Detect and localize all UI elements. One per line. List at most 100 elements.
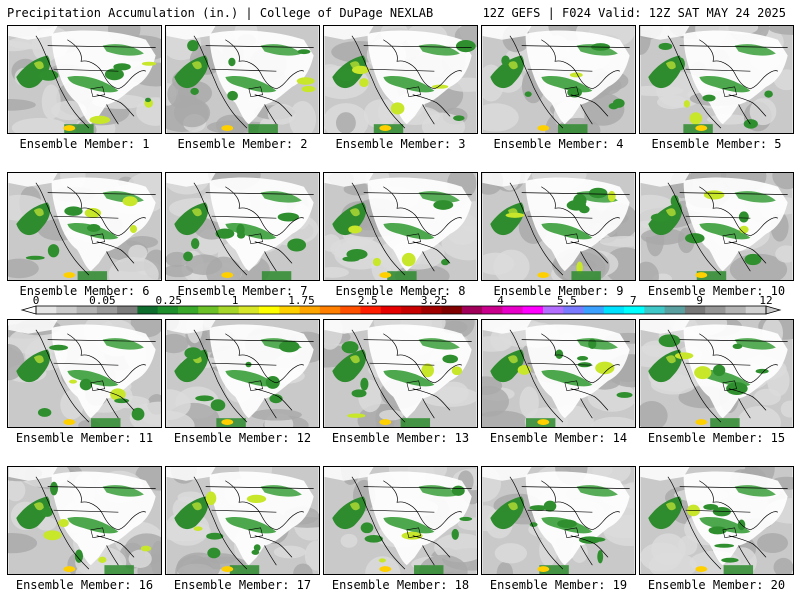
colorbar-swatch — [56, 306, 78, 314]
colorbar-swatch — [401, 306, 422, 314]
ensemble-member-label: Ensemble Member: 9 — [493, 284, 624, 298]
ensemble-member-panel: Ensemble Member: 7 — [165, 172, 320, 298]
ensemble-member-panel: Ensemble Member: 12 — [165, 319, 320, 445]
precipitation-map — [7, 25, 162, 134]
colorbar-tick-label: 7 — [630, 296, 637, 307]
ensemble-member-label: Ensemble Member: 19 — [489, 578, 628, 592]
ensemble-member-panel: Ensemble Member: 18 — [323, 466, 478, 592]
precipitation-map — [323, 25, 478, 134]
colorbar-swatch — [96, 306, 118, 314]
colorbar-swatch — [583, 306, 605, 314]
colorbar-tick-label: 9 — [696, 296, 703, 307]
colorbar-tick-label: 4 — [497, 296, 504, 307]
colorbar-swatch — [664, 306, 686, 314]
colorbar-tick-label: 3.25 — [421, 296, 448, 307]
precipitation-colorbar: 0 0.05 0.25 1 1.75 2.5 3.25 4 5.5 7 9 12 — [20, 296, 782, 315]
colorbar-swatch — [705, 306, 726, 314]
precipitation-map — [165, 172, 320, 281]
colorbar-swatch — [441, 306, 463, 314]
colorbar-tick-label: 0.05 — [89, 296, 116, 307]
precipitation-map — [639, 466, 794, 575]
colorbar-swatch — [218, 306, 240, 314]
ensemble-member-label: Ensemble Member: 13 — [331, 431, 470, 445]
colorbar-swatch — [542, 306, 564, 314]
ensemble-member-panel: Ensemble Member: 14 — [481, 319, 636, 445]
colorbar-swatch — [725, 306, 747, 314]
ensemble-member-panel: Ensemble Member: 9 — [481, 172, 636, 298]
colorbar-tick-label: 1 — [232, 296, 239, 307]
ensemble-member-label: Ensemble Member: 14 — [489, 431, 628, 445]
ensemble-member-panel: Ensemble Member: 10 — [639, 172, 794, 298]
ensemble-member-label: Ensemble Member: 7 — [177, 284, 308, 298]
precipitation-map — [639, 319, 794, 428]
colorbar-swatch — [421, 306, 443, 314]
colorbar-swatch — [461, 306, 483, 314]
precipitation-map — [7, 319, 162, 428]
precipitation-map — [165, 25, 320, 134]
colorbar-swatch — [360, 306, 382, 314]
ensemble-member-label: Ensemble Member: 11 — [15, 431, 154, 445]
ensemble-member-label: Ensemble Member: 8 — [335, 284, 466, 298]
colorbar-swatch — [340, 306, 361, 314]
colorbar-swatch — [745, 306, 767, 314]
colorbar-tick-label: 2.5 — [358, 296, 378, 307]
colorbar-swatch — [380, 306, 402, 314]
colorbar-swatch — [299, 306, 321, 314]
ensemble-member-label: Ensemble Member: 4 — [493, 137, 624, 151]
colorbar-right-arrow — [765, 305, 782, 315]
colorbar-tick-label: 1.75 — [288, 296, 315, 307]
ensemble-member-panel: Ensemble Member: 16 — [7, 466, 162, 592]
precipitation-map — [639, 25, 794, 134]
ensemble-member-label: Ensemble Member: 17 — [173, 578, 312, 592]
colorbar-swatch — [177, 306, 199, 314]
precipitation-map — [7, 172, 162, 281]
colorbar-swatch — [279, 306, 301, 314]
colorbar-swatch — [36, 306, 57, 314]
precipitation-map — [481, 25, 636, 134]
ensemble-member-panel: Ensemble Member: 20 — [639, 466, 794, 592]
precipitation-map — [323, 319, 478, 428]
colorbar-swatch — [644, 306, 666, 314]
precipitation-map — [481, 172, 636, 281]
colorbar-swatch — [137, 306, 159, 314]
colorbar-swatch — [238, 306, 260, 314]
precipitation-map — [323, 172, 478, 281]
ensemble-member-label: Ensemble Member: 5 — [651, 137, 782, 151]
colorbar-tick-label: 0.25 — [155, 296, 182, 307]
ensemble-member-panel: Ensemble Member: 3 — [323, 25, 478, 151]
ensemble-member-panel: Ensemble Member: 6 — [7, 172, 162, 298]
ensemble-member-label: Ensemble Member: 2 — [177, 137, 308, 151]
colorbar-swatch — [117, 306, 138, 314]
ensemble-member-label: Ensemble Member: 20 — [647, 578, 786, 592]
ensemble-member-label: Ensemble Member: 1 — [19, 137, 150, 151]
colorbar-left-arrow — [20, 305, 37, 315]
colorbar-tick-label: 0 — [33, 296, 40, 307]
ensemble-member-label: Ensemble Member: 3 — [335, 137, 466, 151]
ensemble-member-panel: Ensemble Member: 19 — [481, 466, 636, 592]
colorbar-swatch — [259, 306, 280, 314]
colorbar-swatch — [603, 306, 625, 314]
colorbar-swatch — [684, 306, 706, 314]
colorbar-tick-label: 5.5 — [557, 296, 577, 307]
colorbar-swatch — [522, 306, 544, 314]
ensemble-member-panel: Ensemble Member: 15 — [639, 319, 794, 445]
ensemble-member-panel: Ensemble Member: 1 — [7, 25, 162, 151]
ensemble-member-panel: Ensemble Member: 13 — [323, 319, 478, 445]
precipitation-map — [481, 319, 636, 428]
ensemble-member-panel: Ensemble Member: 17 — [165, 466, 320, 592]
precipitation-map — [323, 466, 478, 575]
ensemble-member-label: Ensemble Member: 15 — [647, 431, 786, 445]
colorbar-swatch — [157, 306, 179, 314]
ensemble-member-panel: Ensemble Member: 5 — [639, 25, 794, 151]
colorbar-swatch — [624, 306, 645, 314]
colorbar-swatch — [502, 306, 524, 314]
precipitation-map — [165, 319, 320, 428]
precipitation-map — [165, 466, 320, 575]
ensemble-member-label: Ensemble Member: 18 — [331, 578, 470, 592]
ensemble-member-label: Ensemble Member: 6 — [19, 284, 150, 298]
ensemble-member-panel: Ensemble Member: 2 — [165, 25, 320, 151]
ensemble-member-panel: Ensemble Member: 4 — [481, 25, 636, 151]
precipitation-map — [7, 466, 162, 575]
colorbar-swatch — [563, 306, 584, 314]
